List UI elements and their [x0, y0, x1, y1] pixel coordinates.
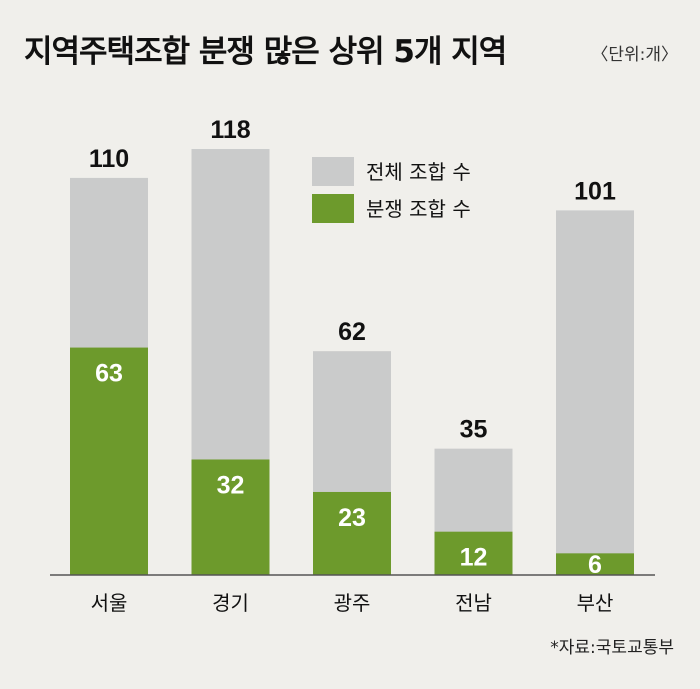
total-value-label: 118 — [210, 116, 250, 144]
bar-dispute-3 — [434, 531, 513, 575]
category-label: 부산 — [577, 591, 614, 615]
dispute-value-label: 6 — [588, 551, 602, 579]
bar-dispute-1 — [191, 459, 270, 575]
legend-swatch-dispute — [312, 194, 354, 223]
category-label: 서울 — [91, 591, 128, 615]
dispute-value-label: 32 — [217, 471, 245, 499]
dispute-value-label: 23 — [338, 504, 366, 532]
legend-label-total: 전체 조합 수 — [366, 160, 471, 184]
bar-dispute-0 — [70, 347, 148, 575]
category-label: 광주 — [334, 591, 371, 615]
dispute-value-label: 63 — [95, 360, 123, 388]
total-value-label: 101 — [574, 177, 616, 205]
bar-total-4 — [556, 210, 634, 575]
bar-dispute-2 — [313, 491, 391, 575]
bar-dispute-4 — [556, 553, 634, 575]
legend-swatch-total — [312, 157, 354, 186]
total-value-labels: 110 118 62 35 101 — [89, 116, 616, 444]
category-label: 경기 — [212, 591, 249, 615]
dispute-value-labels: 63 32 23 12 6 — [95, 360, 602, 580]
dispute-bars — [70, 347, 634, 575]
unit-label: 〈단위:개〉 — [591, 45, 678, 65]
category-label: 전남 — [455, 591, 492, 615]
legend: 전체 조합 수 분쟁 조합 수 — [312, 157, 471, 223]
source-note: *자료:국토교통부 — [550, 638, 674, 658]
dispute-value-label: 12 — [460, 544, 488, 572]
category-labels: 서울 경기 광주 전남 부산 — [91, 591, 614, 615]
chart-title: 지역주택조합 분쟁 많은 상위 5개 지역 — [24, 34, 507, 70]
total-value-label: 35 — [460, 416, 488, 444]
total-value-label: 62 — [338, 318, 366, 346]
total-value-label: 110 — [89, 145, 129, 173]
legend-label-dispute: 분쟁 조합 수 — [366, 197, 471, 221]
